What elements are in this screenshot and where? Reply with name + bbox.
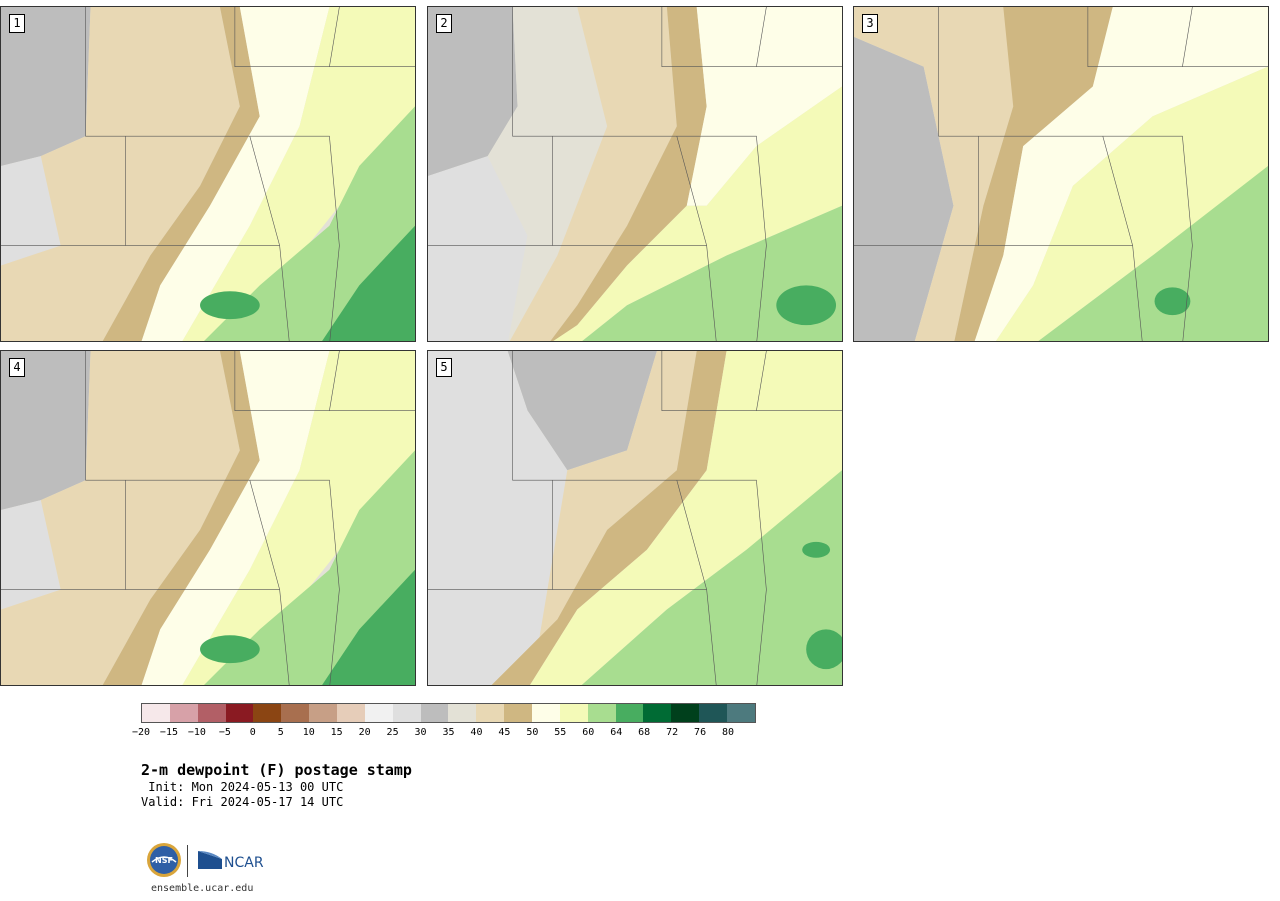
colorbar-swatch [727,704,755,722]
colorbar-swatch [142,704,170,722]
colorbar-swatch [420,704,449,722]
colorbar-tick-label: 0 [249,727,256,738]
stamp-panel-5: 5 [427,350,843,686]
chart-title: 2-m dewpoint (F) postage stamp [141,761,412,779]
dewpoint-map-4 [1,351,415,685]
panel-number: 5 [436,358,452,377]
colorbar-swatch [476,704,505,722]
valid-time: Valid: Fri 2024-05-17 14 UTC [141,795,344,809]
colorbar-swatch [504,704,533,722]
colorbar-swatch [532,704,560,722]
stamp-panel-1: 1 [0,6,416,342]
colorbar-tick-label: −15 [159,727,178,738]
svg-text:NSF: NSF [155,856,173,865]
colorbar-tick-label: −10 [187,727,206,738]
colorbar-swatch [671,704,700,722]
panel-number: 4 [9,358,25,377]
colorbar-swatch [392,704,421,722]
colorbar-tick-label: 60 [582,727,595,738]
colorbar [141,703,756,723]
colorbar-swatch [337,704,365,722]
colorbar-swatch [197,704,226,722]
colorbar-tick-label: 35 [442,727,455,738]
colorbar-swatch [253,704,282,722]
colorbar-tick-label: 25 [386,727,399,738]
panel-number: 2 [436,14,452,33]
dewpoint-map-1 [1,7,415,341]
colorbar-swatch [448,704,477,722]
colorbar-tick-label: 68 [638,727,651,738]
colorbar-tick-label: 30 [414,727,427,738]
panel-number: 1 [9,14,25,33]
colorbar-tick-label: 15 [330,727,343,738]
dewpoint-map-3 [854,7,1268,341]
colorbar-tick-label: −5 [218,727,231,738]
colorbar-tick-label: 50 [526,727,539,738]
site-url: ensemble.ucar.edu [151,883,254,894]
logo-divider [187,845,188,877]
dewpoint-map-2 [428,7,842,341]
colorbar-swatch [643,704,672,722]
colorbar-ticks: −20 −15 −10 −5 0 5 10 15 20 25 30 35 40 45 50 55 60 64 68 7… [132,727,756,743]
stamp-panel-2: 2 [427,6,843,342]
colorbar-swatch [309,704,338,722]
colorbar-tick-label: 45 [498,727,511,738]
colorbar-tick-label: 10 [302,727,315,738]
colorbar-swatch [225,704,254,722]
colorbar-swatch [699,704,728,722]
colorbar-tick-label: 20 [358,727,371,738]
colorbar-swatch [559,704,588,722]
colorbar-swatch [587,704,616,722]
stamp-panel-3: 3 [853,6,1269,342]
colorbar-tick-label: −20 [131,727,151,738]
colorbar-tick-label: 55 [554,727,567,738]
nsf-logo: NSF [147,843,181,877]
dewpoint-map-5 [428,351,842,685]
colorbar-tick-label: 80 [722,727,735,738]
panel-number: 3 [862,14,878,33]
colorbar-swatch [615,704,644,722]
svg-text:NCAR: NCAR [224,855,264,871]
colorbar-tick-label: 5 [277,727,284,738]
colorbar-swatch [169,704,198,722]
colorbar-tick-label: 72 [666,727,679,738]
colorbar-tick-label: 76 [694,727,707,738]
init-time: Init: Mon 2024-05-13 00 UTC [141,780,344,794]
colorbar-tick-label: 64 [610,727,623,738]
stamp-panel-4: 4 [0,350,416,686]
colorbar-swatch [281,704,310,722]
colorbar-tick-label: 40 [470,727,483,738]
colorbar-swatch [364,704,393,722]
ncar-logo: NCAR [198,851,264,871]
